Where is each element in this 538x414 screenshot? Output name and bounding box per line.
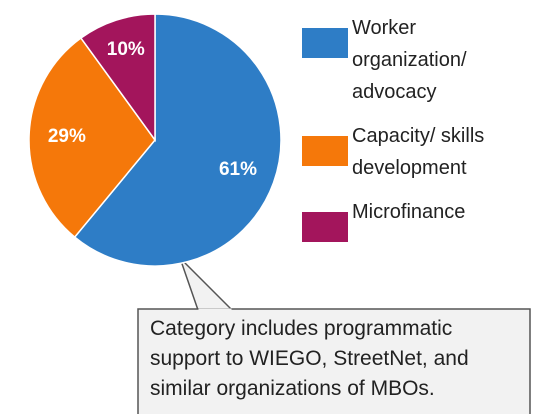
callout-pointer [179,257,233,311]
legend-label: Microfinance [352,201,466,223]
legend-swatch [302,28,348,58]
data-label: 61% [219,159,257,180]
pie-slice [79,13,156,143]
callout-box [137,308,531,414]
legend-swatch [302,212,348,242]
pie-slice [73,13,282,267]
data-label: 29% [48,126,86,147]
legend-label: Worker organization/ advocacy [352,17,467,103]
data-label: 10% [107,39,145,60]
pie-slice [28,37,156,239]
legend-swatch [302,136,348,166]
legend-label: Capacity/ skills development [352,125,485,179]
callout-text: Category includes programmatic support t… [150,317,469,400]
